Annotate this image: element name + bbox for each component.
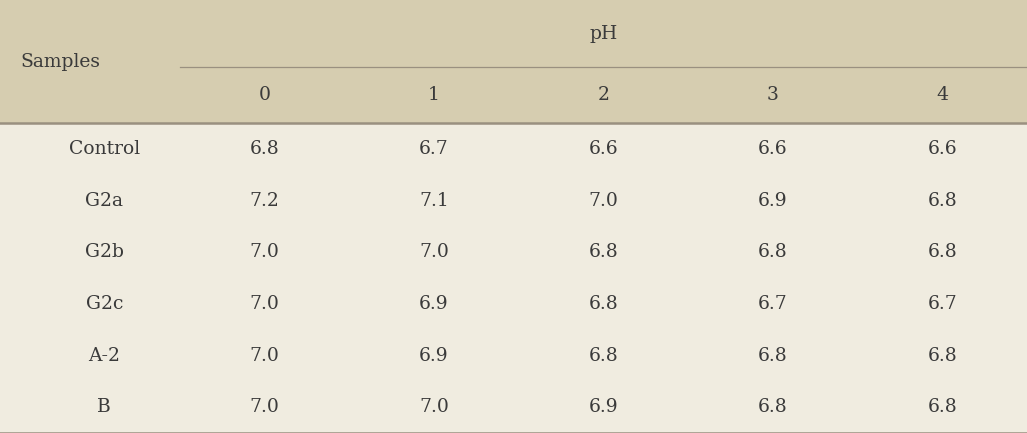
Text: 7.0: 7.0 — [250, 346, 279, 365]
Text: 6.9: 6.9 — [419, 346, 449, 365]
Text: 6.6: 6.6 — [758, 140, 788, 158]
Text: 1: 1 — [428, 86, 440, 104]
Text: G2a: G2a — [85, 192, 123, 210]
Text: 6.8: 6.8 — [927, 398, 957, 416]
Text: 6.6: 6.6 — [927, 140, 957, 158]
Text: 6.6: 6.6 — [588, 140, 618, 158]
Text: Control: Control — [69, 140, 140, 158]
Text: 6.7: 6.7 — [927, 295, 957, 313]
Text: 6.8: 6.8 — [927, 346, 957, 365]
Text: 6.8: 6.8 — [588, 346, 618, 365]
Text: 6.8: 6.8 — [758, 243, 788, 262]
Bar — [0, 0, 1027, 123]
Text: G2c: G2c — [85, 295, 123, 313]
Text: 4: 4 — [937, 86, 948, 104]
Text: 6.9: 6.9 — [588, 398, 618, 416]
Text: Samples: Samples — [21, 53, 101, 71]
Text: 3: 3 — [767, 86, 778, 104]
Text: 6.8: 6.8 — [250, 140, 279, 158]
Text: 6.7: 6.7 — [758, 295, 788, 313]
Text: 7.2: 7.2 — [250, 192, 279, 210]
Text: 7.0: 7.0 — [250, 243, 279, 262]
Text: 0: 0 — [259, 86, 270, 104]
Text: 7.0: 7.0 — [250, 295, 279, 313]
Text: 6.8: 6.8 — [588, 295, 618, 313]
Text: 7.0: 7.0 — [250, 398, 279, 416]
Text: 6.8: 6.8 — [758, 346, 788, 365]
Text: pH: pH — [589, 25, 617, 42]
Text: 7.0: 7.0 — [419, 243, 449, 262]
Text: 7.0: 7.0 — [419, 398, 449, 416]
Text: 6.8: 6.8 — [927, 243, 957, 262]
Text: 6.9: 6.9 — [758, 192, 788, 210]
Text: 6.8: 6.8 — [927, 192, 957, 210]
Text: 6.9: 6.9 — [419, 295, 449, 313]
Text: B: B — [98, 398, 111, 416]
Text: 6.8: 6.8 — [758, 398, 788, 416]
Text: 7.0: 7.0 — [588, 192, 618, 210]
Text: G2b: G2b — [85, 243, 123, 262]
Text: A-2: A-2 — [88, 346, 120, 365]
Text: 6.7: 6.7 — [419, 140, 449, 158]
Text: 7.1: 7.1 — [419, 192, 449, 210]
Text: 6.8: 6.8 — [588, 243, 618, 262]
Text: 2: 2 — [598, 86, 609, 104]
